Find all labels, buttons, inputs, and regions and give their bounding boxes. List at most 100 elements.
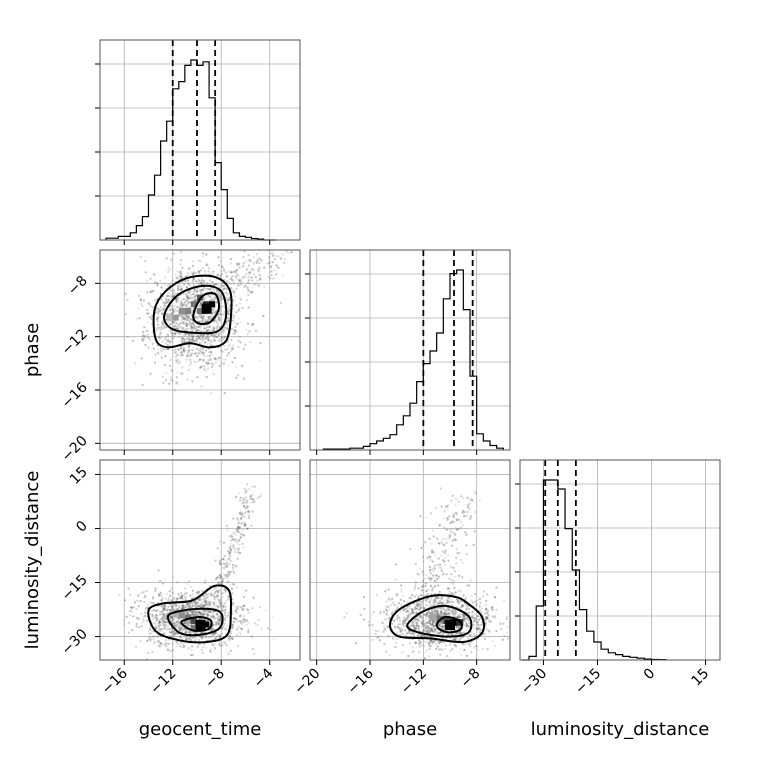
scatter-point	[279, 257, 282, 260]
scatter-point	[219, 563, 222, 566]
scatter-point	[198, 358, 201, 361]
scatter-point	[210, 635, 213, 638]
scatter-point	[183, 316, 186, 319]
scatter-point	[214, 647, 217, 650]
scatter-point	[163, 605, 166, 608]
scatter-point	[472, 617, 475, 621]
scatter-point	[466, 617, 469, 621]
scatter-point	[212, 273, 215, 276]
scatter-point	[239, 533, 242, 536]
scatter-point	[181, 304, 184, 307]
scatter-point	[172, 633, 175, 636]
scatter-point	[178, 628, 181, 631]
scatter-point	[205, 330, 208, 333]
scatter-point	[175, 598, 179, 601]
scatter-point	[374, 632, 377, 636]
scatter-point	[438, 590, 441, 593]
scatter-point	[209, 648, 213, 651]
scatter-point	[186, 610, 189, 613]
scatter-point	[207, 610, 211, 614]
scatter-point	[211, 633, 214, 636]
scatter-point	[227, 550, 230, 553]
scatter-point	[193, 339, 197, 342]
scatter-point	[239, 499, 242, 502]
scatter-point	[144, 611, 147, 614]
scatter-point	[461, 613, 464, 616]
scatter-point	[143, 326, 146, 329]
scatter-point	[432, 626, 435, 629]
scatter-point	[416, 572, 419, 575]
scatter-point	[162, 309, 165, 312]
scatter-point	[187, 611, 190, 614]
scatter-point	[183, 604, 186, 607]
scatter-point	[195, 635, 198, 638]
scatter-point	[198, 329, 201, 332]
scatter-point	[204, 631, 207, 634]
scatter-point	[233, 295, 236, 298]
scatter-point	[413, 628, 416, 631]
scatter-point	[379, 610, 382, 613]
scatter-point	[185, 300, 188, 303]
scatter-point	[459, 632, 462, 635]
scatter-point	[432, 574, 435, 577]
scatter-point	[450, 521, 453, 524]
scatter-point	[192, 611, 195, 614]
scatter-point	[199, 291, 202, 294]
scatter-point	[198, 279, 201, 282]
scatter-point	[151, 609, 154, 612]
scatter-point	[248, 271, 251, 274]
scatter-point	[458, 632, 461, 635]
scatter-point	[166, 295, 170, 298]
scatter-point	[180, 272, 183, 275]
scatter-point	[188, 301, 191, 304]
scatter-point	[444, 552, 447, 555]
scatter-point	[433, 624, 436, 628]
scatter-point	[212, 311, 215, 314]
scatter-point	[460, 495, 463, 498]
scatter-point	[248, 330, 251, 333]
density-peak-1	[195, 620, 206, 631]
scatter-point	[142, 330, 145, 334]
scatter-point	[222, 313, 226, 316]
scatter-point	[153, 361, 157, 364]
scatter-point	[152, 273, 155, 276]
scatter-point	[219, 562, 222, 566]
scatter-point	[131, 611, 134, 614]
scatter-point	[175, 359, 178, 362]
scatter-point	[225, 292, 228, 295]
scatter-point	[239, 511, 242, 514]
scatter-point	[462, 614, 465, 617]
scatter-point	[206, 263, 209, 266]
scatter-point	[247, 276, 250, 279]
scatter-point	[408, 631, 411, 634]
scatter-point	[207, 614, 210, 617]
scatter-point	[158, 619, 161, 622]
scatter-point	[196, 614, 200, 617]
scatter-point	[447, 504, 450, 507]
scatter-point	[396, 614, 399, 617]
scatter-point	[159, 621, 162, 624]
scatter-point	[212, 615, 215, 618]
scatter-point	[452, 580, 456, 583]
scatter-point	[212, 633, 215, 636]
scatter-point	[195, 326, 198, 329]
scatter-point	[442, 543, 445, 546]
scatter-point	[207, 315, 210, 319]
scatter-point	[415, 602, 418, 605]
scatter-point	[427, 625, 430, 628]
scatter-point	[210, 593, 213, 596]
scatter-point	[181, 372, 184, 375]
scatter-point	[203, 603, 206, 607]
scatter-point	[427, 643, 430, 646]
scatter-point	[234, 610, 238, 613]
scatter-point	[243, 250, 246, 253]
scatter-point	[248, 514, 251, 517]
scatter-point	[214, 357, 217, 360]
y-axis-label-luminosity-distance: luminosity_distance	[22, 471, 43, 650]
scatter-point	[191, 602, 194, 605]
scatter-point	[192, 596, 195, 599]
scatter-point	[211, 341, 214, 344]
scatter-point	[191, 593, 194, 596]
scatter-point	[252, 498, 255, 501]
scatter-point	[174, 348, 177, 351]
